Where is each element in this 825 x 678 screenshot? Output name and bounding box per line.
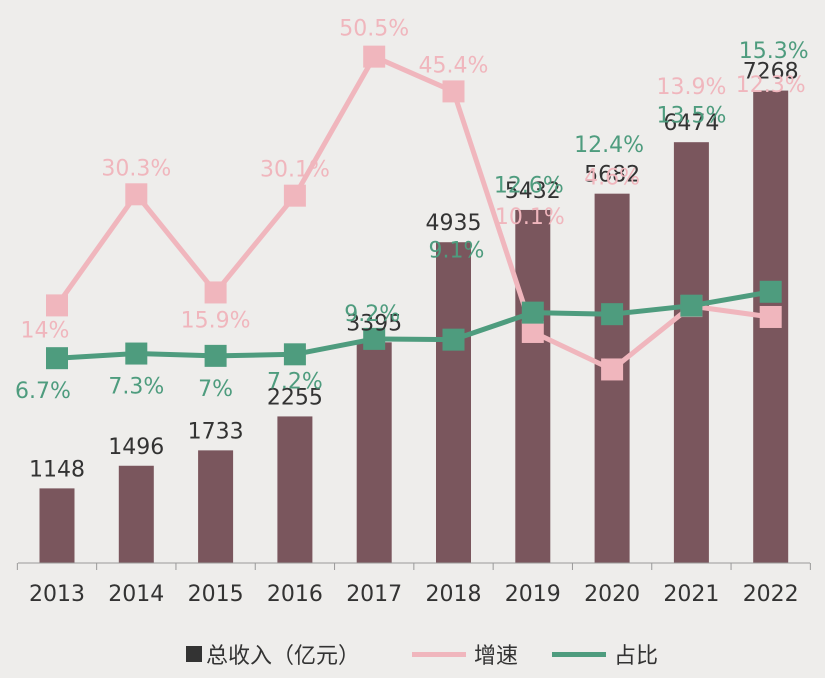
share-marker-2019 — [521, 301, 544, 324]
bar-label-2020: 5682 — [584, 163, 640, 188]
growth-marker-2017 — [363, 45, 386, 68]
bar-2017 — [356, 342, 392, 563]
bar-label-2015: 1733 — [188, 419, 244, 444]
x-tick-label-2014: 2014 — [108, 582, 164, 607]
x-tick-label-2019: 2019 — [505, 582, 561, 607]
legend-item-share[interactable]: 占比 — [552, 636, 658, 672]
bar-2014 — [118, 465, 154, 563]
x-tick-label-2021: 2021 — [663, 582, 719, 607]
bar-label-2019: 5432 — [505, 179, 561, 204]
bar-label-2017: 3395 — [346, 311, 402, 336]
legend-label-growth: 增速 — [474, 644, 519, 669]
growth-marker-2022 — [759, 305, 782, 328]
growth-series-layer — [46, 45, 782, 381]
growth-label-2015: 15.9% — [181, 308, 251, 333]
growth-label-2013: 14% — [21, 318, 70, 343]
share-marker-2020 — [601, 303, 624, 326]
growth-label-2018: 45.4% — [419, 53, 489, 78]
growth-label-2014: 30.3% — [101, 156, 171, 181]
bar-2015 — [198, 450, 234, 563]
share-marker-2021 — [680, 294, 703, 317]
share-label-2022: 15.3% — [739, 39, 809, 64]
bar-2019 — [515, 209, 551, 564]
growth-label-2019: 10.1% — [495, 205, 565, 230]
legend-label-revenue: 总收入（亿元） — [206, 644, 361, 669]
share-marker-2016 — [283, 343, 306, 366]
legend-swatch-share — [552, 651, 606, 657]
legend-item-revenue[interactable]: 总收入（亿元） — [186, 636, 360, 672]
chart: 2013 2014 2015 2016 2017 2018 2019 2020 2021 2022… — [15, 17, 811, 607]
growth-label-2020: 4.6% — [584, 165, 640, 190]
share-label-2014: 7.3% — [108, 375, 164, 400]
bar-label-2022: 7268 — [743, 60, 799, 85]
labels-layer: 1148 1496 1733 2255 3395 4935 5432 5682 6474 7268… — [15, 17, 809, 483]
bar-2013 — [39, 488, 75, 563]
bar-label-2016: 2255 — [267, 385, 323, 410]
x-tick-label-2015: 2015 — [188, 582, 244, 607]
growth-label-2022: 12.3% — [736, 73, 806, 98]
bar-label-2018: 4935 — [426, 211, 482, 236]
growth-label-2021: 13.9% — [656, 75, 726, 100]
share-label-2019: 12.6% — [494, 174, 564, 199]
share-marker-2015 — [204, 344, 227, 367]
share-label-2018: 9.1% — [429, 239, 485, 264]
share-label-2015: 7% — [198, 377, 233, 402]
growth-marker-2020 — [601, 358, 624, 381]
share-marker-2017 — [363, 327, 386, 350]
x-tick-label-2018: 2018 — [426, 582, 482, 607]
growth-marker-2014 — [125, 183, 148, 206]
growth-marker-2019 — [521, 320, 544, 343]
bar-2021 — [673, 142, 709, 563]
share-label-2017: 9.2% — [344, 302, 400, 327]
bar-label-2014: 1496 — [108, 435, 164, 460]
growth-marker-2018 — [442, 80, 465, 103]
x-tick-label-2022: 2022 — [743, 582, 799, 607]
legend-label-share: 占比 — [614, 644, 659, 669]
bar-label-2021: 6474 — [663, 111, 719, 136]
share-marker-2013 — [46, 347, 68, 370]
bar-label-2013: 1148 — [29, 457, 85, 482]
x-tick-label-2013: 2013 — [29, 582, 85, 607]
legend-swatch-growth — [412, 651, 466, 657]
growth-marker-2015 — [204, 281, 227, 304]
bar-2018 — [436, 242, 471, 563]
bars-layer — [39, 90, 789, 564]
x-tick-label-2016: 2016 — [267, 582, 323, 607]
legend-item-growth[interactable]: 增速 — [412, 636, 518, 672]
growth-label-2016: 30.1% — [260, 158, 330, 183]
share-label-2021: 13.5% — [656, 104, 726, 129]
legend-swatch-revenue — [186, 646, 202, 662]
growth-marker-2016 — [283, 184, 306, 207]
share-label-2016: 7.2% — [267, 369, 323, 394]
growth-line — [54, 54, 774, 372]
growth-marker-2013 — [46, 294, 68, 317]
share-marker-2022 — [759, 280, 782, 303]
x-tick-label-2020: 2020 — [584, 582, 640, 607]
bar-2016 — [277, 416, 313, 563]
share-label-2013: 6.7% — [15, 379, 71, 404]
share-marker-2018 — [442, 328, 465, 351]
growth-label-2017: 50.5% — [339, 17, 409, 42]
legend: 总收入（亿元） 增速 占比 — [0, 636, 825, 672]
share-marker-2014 — [125, 342, 148, 365]
share-series-layer — [46, 280, 782, 370]
x-ticks-layer: 2013 2014 2015 2016 2017 2018 2019 2020 2021 2022 — [16, 563, 811, 607]
share-label-2020: 12.4% — [574, 133, 644, 158]
x-tick-label-2017: 2017 — [346, 582, 402, 607]
share-line — [54, 289, 774, 361]
